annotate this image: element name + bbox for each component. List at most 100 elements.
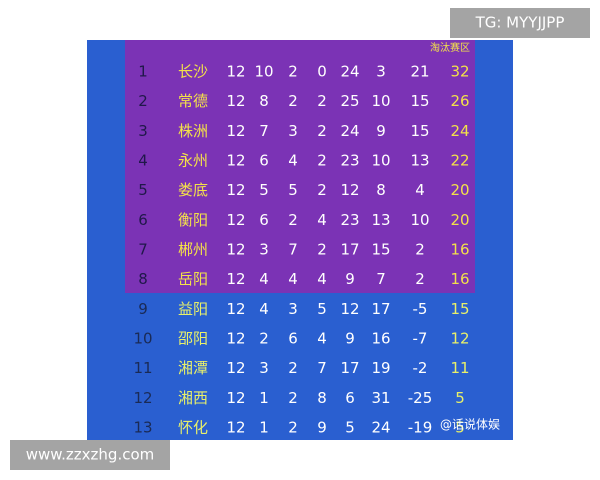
goals-for: 24 <box>340 63 359 81</box>
points: 24 <box>450 122 469 140</box>
played: 12 <box>226 270 245 288</box>
won: 4 <box>259 300 269 318</box>
team: 湘潭 <box>178 359 208 377</box>
team: 长沙 <box>178 63 208 81</box>
rank: 5 <box>138 181 148 199</box>
points: 15 <box>450 300 469 318</box>
goal-diff: -5 <box>413 300 428 318</box>
rank: 9 <box>138 300 148 318</box>
rank: 2 <box>138 92 148 110</box>
lost: 2 <box>317 241 327 259</box>
drawn: 2 <box>288 63 298 81</box>
goal-diff: -25 <box>408 389 433 407</box>
won: 2 <box>259 330 269 348</box>
played: 12 <box>226 63 245 81</box>
goals-against: 13 <box>371 211 390 229</box>
drawn: 4 <box>288 270 298 288</box>
played: 12 <box>226 241 245 259</box>
zone-label: 淘汰赛区 <box>430 41 470 54</box>
played: 12 <box>226 330 245 348</box>
points: 5 <box>455 389 465 407</box>
table-rows: 1 长沙 12 10 2 0 24 3 21 322 常德 12 8 2 2 25 10 15 263 株洲 12 7 3 2… <box>133 63 469 437</box>
goals-against: 10 <box>371 152 390 170</box>
goal-diff: 10 <box>410 211 429 229</box>
drawn: 4 <box>288 152 298 170</box>
goals-against: 9 <box>376 122 386 140</box>
goals-against: 10 <box>371 92 390 110</box>
points: 20 <box>450 181 469 199</box>
played: 12 <box>226 300 245 318</box>
rank: 1 <box>138 63 148 81</box>
played: 12 <box>226 181 245 199</box>
lost: 8 <box>317 389 327 407</box>
points: 5 <box>455 419 465 437</box>
goals-against: 17 <box>371 300 390 318</box>
goals-against: 19 <box>371 359 390 377</box>
goal-diff: 15 <box>410 122 429 140</box>
goal-diff: -19 <box>408 419 433 437</box>
drawn: 2 <box>288 389 298 407</box>
goals-for: 25 <box>340 92 359 110</box>
team: 娄底 <box>178 181 208 199</box>
lost: 4 <box>317 211 327 229</box>
goal-diff: 2 <box>415 270 425 288</box>
drawn: 7 <box>288 241 298 259</box>
won: 5 <box>259 181 269 199</box>
points: 16 <box>450 270 469 288</box>
lost: 0 <box>317 63 327 81</box>
rank: 6 <box>138 211 148 229</box>
points: 32 <box>450 63 469 81</box>
won: 8 <box>259 92 269 110</box>
team: 株洲 <box>178 122 208 140</box>
drawn: 2 <box>288 359 298 377</box>
team: 湘西 <box>178 389 208 407</box>
goal-diff: 13 <box>410 152 429 170</box>
rank: 8 <box>138 270 148 288</box>
points: 20 <box>450 211 469 229</box>
won: 1 <box>259 419 269 437</box>
goal-diff: 2 <box>415 241 425 259</box>
drawn: 2 <box>288 419 298 437</box>
goals-for: 24 <box>340 122 359 140</box>
lost: 4 <box>317 270 327 288</box>
won: 1 <box>259 389 269 407</box>
lost: 2 <box>317 92 327 110</box>
goal-diff: 15 <box>410 92 429 110</box>
watermark-source: @话说体娱 <box>440 417 500 432</box>
team: 岳阳 <box>178 270 208 288</box>
points: 22 <box>450 152 469 170</box>
goals-against: 8 <box>376 181 386 199</box>
goal-diff: -7 <box>413 330 428 348</box>
lost: 9 <box>317 419 327 437</box>
team: 郴州 <box>178 241 208 259</box>
played: 12 <box>226 152 245 170</box>
lost: 5 <box>317 300 327 318</box>
team: 常德 <box>178 92 208 110</box>
goals-against: 3 <box>376 63 386 81</box>
goal-diff: -2 <box>413 359 428 377</box>
watermark-box <box>10 440 170 470</box>
watermark-box <box>450 8 590 38</box>
team: 怀化 <box>178 419 208 437</box>
played: 12 <box>226 359 245 377</box>
points: 16 <box>450 241 469 259</box>
team: 邵阳 <box>178 330 208 348</box>
goals-for: 17 <box>340 241 359 259</box>
goal-diff: 21 <box>410 63 429 81</box>
goals-for: 23 <box>340 211 359 229</box>
goals-against: 15 <box>371 241 390 259</box>
playoff-zone <box>125 40 475 293</box>
played: 12 <box>226 211 245 229</box>
lost: 2 <box>317 152 327 170</box>
points: 26 <box>450 92 469 110</box>
drawn: 2 <box>288 211 298 229</box>
rank: 11 <box>133 359 152 377</box>
won: 3 <box>259 241 269 259</box>
rank: 12 <box>133 389 152 407</box>
lost: 7 <box>317 359 327 377</box>
played: 12 <box>226 122 245 140</box>
goals-for: 9 <box>345 330 355 348</box>
won: 10 <box>254 63 273 81</box>
won: 7 <box>259 122 269 140</box>
